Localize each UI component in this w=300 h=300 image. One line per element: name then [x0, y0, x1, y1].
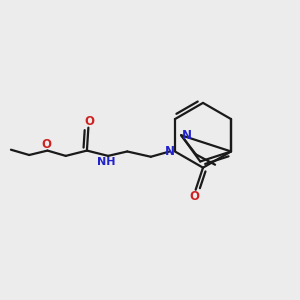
Text: N: N	[182, 129, 191, 142]
Text: O: O	[85, 115, 95, 128]
Text: NH: NH	[98, 158, 116, 167]
Text: N: N	[165, 145, 175, 158]
Text: O: O	[189, 190, 199, 203]
Text: O: O	[41, 138, 51, 151]
